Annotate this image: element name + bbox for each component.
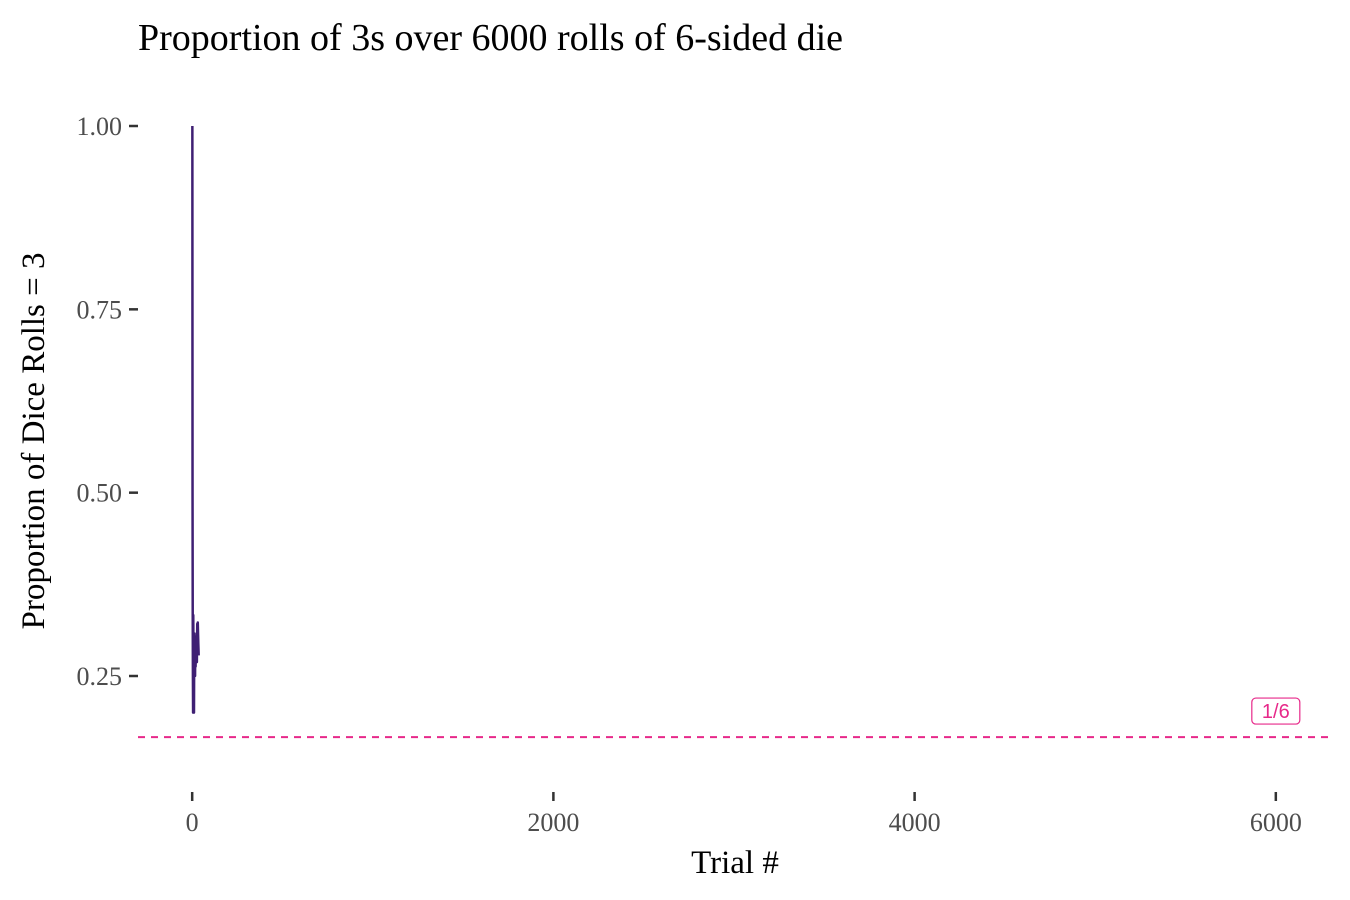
y-axis-title: Proportion of Dice Rolls = 3 <box>16 252 52 629</box>
x-tick-label: 0 <box>186 808 199 837</box>
reference-layer: 1/6 <box>138 697 1330 739</box>
y-tick-label: 0.75 <box>77 295 123 324</box>
y-tick-label: 0.25 <box>77 662 123 691</box>
x-tick-label: 6000 <box>1250 808 1302 837</box>
x-tick-label: 4000 <box>889 808 941 837</box>
series-layer <box>191 125 200 714</box>
y-tick-label: 1.00 <box>77 112 123 141</box>
reference-label-box <box>1251 697 1301 725</box>
x-tick-label: 2000 <box>527 808 579 837</box>
y-tick-label: 0.50 <box>77 479 123 508</box>
reference-label: 1/6 <box>1262 701 1290 723</box>
x-axis-title: Trial # <box>691 845 779 881</box>
x-axis: 0 2000 4000 6000 <box>186 792 1302 837</box>
chart-title: Proportion of 3s over 6000 rolls of 6-si… <box>138 17 843 59</box>
series-line <box>191 125 200 714</box>
y-axis: 0.25 0.50 0.75 1.00 <box>77 112 138 691</box>
